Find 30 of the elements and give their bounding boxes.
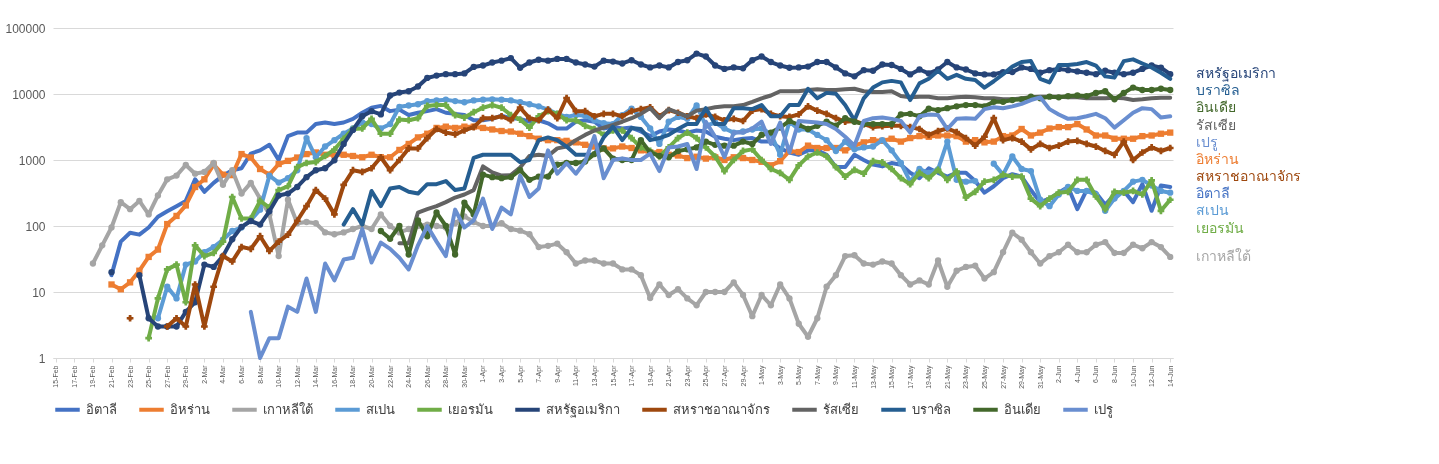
text: สเปน: [1196, 202, 1230, 219]
line-series: [248, 95, 1173, 360]
y-tick-label: 100: [25, 219, 46, 234]
text: เปรู: [1196, 133, 1219, 150]
text: อิหร่าน: [1196, 150, 1240, 167]
legend-label: รัสเซีย: [823, 401, 859, 417]
legend-label: เปรู: [1094, 401, 1113, 418]
legend-label: อินเดีย: [1004, 401, 1041, 417]
legend-label: อิตาลี: [86, 401, 117, 417]
text: เกาหลีใต้: [1196, 247, 1252, 264]
legend-label: สเปน: [366, 401, 395, 417]
y-tick-label: 10000: [12, 87, 46, 102]
line-series: [341, 57, 1173, 227]
y-tick-label: 1: [38, 351, 46, 366]
text: อินเดีย: [1196, 99, 1237, 116]
y-tick-label: 10: [32, 285, 46, 300]
text: อิตาลี: [1196, 185, 1231, 202]
text: สหราชอาณาจักร: [1196, 168, 1302, 185]
text: สหรัฐอเมริกา: [1196, 65, 1277, 82]
text: รัสเซีย: [1196, 116, 1237, 133]
y-tick-label: 1000: [18, 153, 46, 168]
text: เยอรมัน: [1196, 219, 1245, 236]
text: บราซิล: [1196, 82, 1241, 99]
legend-label: บราซิล: [912, 401, 951, 417]
y-tick-label: 100000: [5, 21, 46, 36]
legend-label: สหรัฐอเมริกา: [546, 401, 620, 418]
legend-label: สหราชอาณาจักร: [673, 401, 770, 417]
legend-label: เยอรมัน: [448, 401, 493, 417]
legend-label: อิหร่าน: [170, 401, 210, 417]
legend-label: เกาหลีใต้: [263, 401, 313, 417]
